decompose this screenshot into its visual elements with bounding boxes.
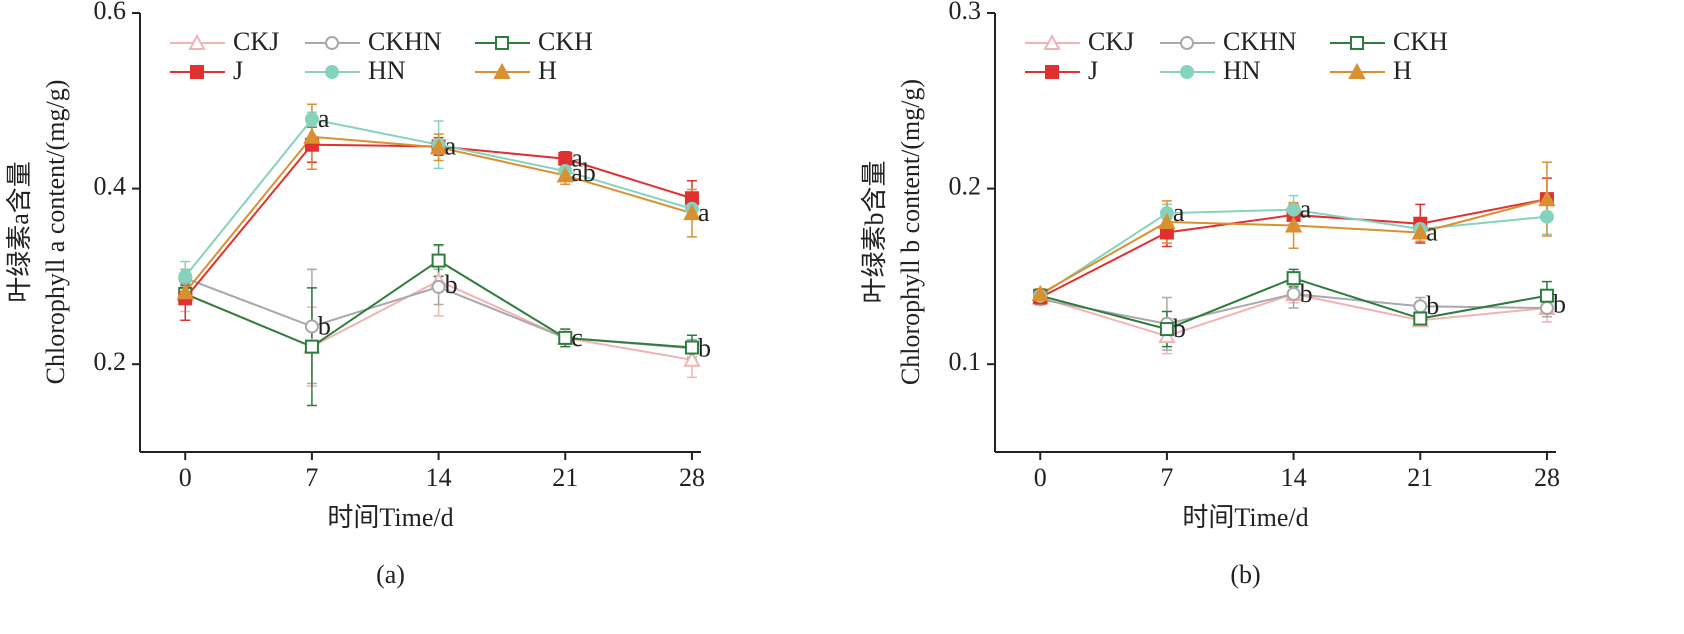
marker (1411, 223, 1429, 240)
legend-label: J (233, 56, 243, 85)
y-axis-label: 叶绿素b含量 (860, 160, 889, 303)
annotation: a (1300, 195, 1312, 224)
marker (683, 350, 701, 367)
y-axis-label: 叶绿素a含量 (5, 161, 34, 303)
legend-label: CKJ (233, 27, 279, 56)
legend-label: CKJ (1088, 27, 1134, 56)
marker (556, 166, 574, 183)
legend-label: H (1393, 56, 1412, 85)
legend-label: J (1088, 56, 1098, 85)
x-tick-label: 14 (426, 463, 452, 492)
annotation: ab (571, 158, 596, 187)
x-tick-label: 0 (1034, 463, 1047, 492)
marker (558, 151, 573, 166)
marker (1286, 271, 1301, 286)
marker (1350, 36, 1364, 50)
legend-label: H (538, 56, 557, 85)
x-tick-label: 14 (1281, 463, 1307, 492)
marker (495, 36, 509, 50)
marker (176, 283, 194, 300)
marker (431, 253, 446, 268)
x-tick-label: 21 (1407, 463, 1433, 492)
y-tick-label: 0.4 (94, 172, 127, 201)
annotation: b (698, 333, 711, 362)
annotation: a (318, 104, 330, 133)
annotation: a (698, 198, 710, 227)
marker (1348, 62, 1366, 79)
marker (1413, 311, 1428, 326)
marker (684, 340, 699, 355)
marker (1045, 65, 1059, 79)
marker (431, 279, 446, 294)
marker (1538, 190, 1556, 207)
legend-label: CKHN (368, 27, 442, 56)
marker (429, 138, 448, 155)
legend-label: CKH (538, 27, 593, 56)
marker (190, 65, 204, 79)
y-tick-label: 0.2 (94, 347, 127, 376)
marker (1180, 65, 1194, 79)
marker (188, 33, 206, 50)
annotation: b (1426, 291, 1439, 320)
y-axis-label: Chlorophyll b content/(mg/g) (896, 79, 925, 385)
x-tick-label: 7 (305, 463, 318, 492)
x-axis-label: 时间Time/d (1182, 503, 1308, 532)
marker (1286, 202, 1301, 217)
x-axis-label: 时间Time/d (327, 503, 453, 532)
y-axis-label: Chlorophyll a content/(mg/g) (41, 80, 70, 385)
annotation: a (571, 144, 583, 173)
annotation: b (445, 270, 458, 299)
legend-label: HN (368, 56, 406, 85)
annotation: c (571, 323, 583, 352)
x-tick-label: 28 (679, 463, 705, 492)
legend-label: CKH (1393, 27, 1448, 56)
marker (325, 65, 339, 79)
marker (1159, 322, 1174, 337)
annotation: a (445, 131, 457, 160)
marker (325, 36, 339, 50)
marker (304, 319, 319, 334)
marker (303, 127, 321, 144)
panel: 0.2 0.4 0.6 0 7 14 21 28 时间Time/d (a) 叶绿素a含量 Chloro… (5, 0, 711, 589)
marker (1413, 299, 1428, 314)
marker (1158, 212, 1176, 229)
panel-title: (b) (1230, 560, 1260, 589)
marker (558, 330, 573, 345)
marker (1539, 301, 1554, 316)
annotation: b (318, 311, 331, 340)
y-tick-label: 0.6 (94, 0, 127, 25)
legend-label: CKHN (1223, 27, 1297, 56)
x-tick-label: 21 (552, 463, 578, 492)
panel-title: (a) (376, 560, 405, 589)
marker (1539, 209, 1554, 224)
marker (683, 204, 701, 221)
marker (1284, 216, 1303, 233)
annotation: a (1426, 217, 1438, 246)
legend-label: HN (1223, 56, 1261, 85)
panel: 0.1 0.2 0.3 0 7 14 21 28 时间Time/d (b) 叶绿素b含量 Chloro… (860, 0, 1566, 589)
y-tick-label: 0.1 (949, 347, 982, 376)
marker (178, 269, 193, 284)
annotation: b (1300, 279, 1313, 308)
marker (493, 62, 511, 79)
marker (1031, 284, 1049, 301)
marker (1043, 33, 1061, 50)
x-tick-label: 7 (1160, 463, 1173, 492)
annotation: b (1553, 289, 1566, 318)
x-tick-label: 0 (179, 463, 192, 492)
marker (1286, 286, 1301, 301)
x-tick-label: 28 (1534, 463, 1560, 492)
y-tick-label: 0.2 (949, 172, 982, 201)
marker (304, 112, 319, 127)
marker (1180, 36, 1194, 50)
marker (1539, 288, 1554, 303)
annotation: b (1173, 314, 1186, 343)
y-tick-label: 0.3 (949, 0, 982, 25)
annotation: a (1173, 198, 1185, 227)
marker (304, 339, 319, 354)
